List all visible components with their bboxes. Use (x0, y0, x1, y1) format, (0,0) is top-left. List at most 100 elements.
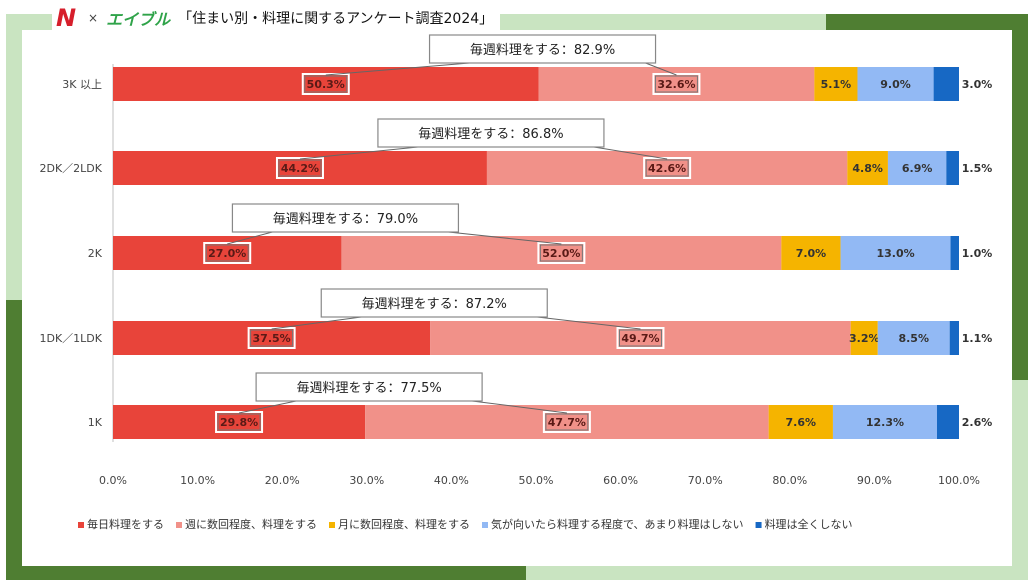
legend-swatch (329, 522, 335, 528)
bar-segment (857, 67, 934, 101)
data-label-box (618, 329, 662, 347)
x-tick-label: 0.0% (99, 474, 127, 487)
bar-segment (486, 151, 848, 185)
data-label-box-outer (643, 157, 692, 179)
frame-light-right (1012, 380, 1028, 580)
bar-segment (365, 405, 769, 439)
legend-swatch (78, 522, 84, 528)
bar-segment (768, 405, 833, 439)
data-label: 3.0% (962, 78, 993, 91)
data-label-box (278, 159, 322, 177)
data-label-box-outer (247, 327, 296, 349)
x-tick-label: 20.0% (265, 474, 300, 487)
collab-x: × (88, 11, 99, 25)
category-label: 1K (88, 416, 103, 429)
data-label: 5.1% (821, 78, 852, 91)
annotation-box (320, 288, 548, 318)
bar-segment (887, 151, 947, 185)
bar-segment (113, 236, 342, 270)
data-label-box (539, 244, 583, 262)
annotation-text: 毎週料理をする：82.9% (470, 42, 615, 58)
bar-segment (840, 236, 951, 270)
data-label: 6.9% (902, 162, 933, 175)
annotation-connector (537, 316, 641, 330)
data-label-box-outer (652, 73, 701, 95)
data-label: 3.2% (849, 332, 880, 345)
data-label: 1.1% (962, 332, 993, 345)
annotation-text: 毎週料理をする：86.8% (418, 126, 563, 142)
data-label-box-outer (542, 411, 591, 433)
data-label: 8.5% (898, 332, 929, 345)
annotation-connector (227, 231, 273, 245)
category-label: 3K 以上 (62, 78, 102, 91)
data-label-box (545, 413, 589, 431)
x-tick-label: 60.0% (603, 474, 638, 487)
data-label-box (205, 244, 249, 262)
data-label: 7.6% (786, 416, 817, 429)
bar-segment (946, 151, 959, 185)
frame-light-bottom (526, 566, 1028, 580)
data-label: 13.0% (876, 247, 914, 260)
bar-segment (113, 321, 431, 355)
data-label: 4.8% (852, 162, 883, 175)
bar-segment (113, 405, 366, 439)
data-label: 27.0% (208, 247, 246, 260)
annotation-connector (472, 400, 567, 414)
header: N × エイブル 「住まい別・料理に関するアンケート調査2024」 (52, 4, 493, 32)
frame-light-topleft (6, 14, 52, 30)
bar-segment (950, 236, 959, 270)
x-tick-label: 50.0% (519, 474, 554, 487)
x-tick-label: 90.0% (857, 474, 892, 487)
category-label: 2DK／2LDK (40, 162, 103, 175)
data-label: 9.0% (880, 78, 911, 91)
data-label-box-outer (537, 242, 586, 264)
data-label-box (645, 159, 689, 177)
bar-segment (933, 67, 959, 101)
legend-swatch (482, 522, 488, 528)
bar-segment (113, 151, 487, 185)
annotation-connector (593, 146, 668, 160)
annotation-text: 毎週料理をする：77.5% (296, 380, 441, 396)
frame-light-left (6, 14, 22, 300)
frame-dark-top (826, 14, 1028, 30)
data-label: 42.6% (648, 162, 686, 175)
legend-swatch (176, 522, 182, 528)
legend-entry: 気が向いたら料理する程度で、あまり料理はしない (491, 517, 744, 531)
brand-n-logo: N (55, 4, 77, 32)
bar-segment (538, 67, 815, 101)
bar-segment (341, 236, 782, 270)
legend-entry: 毎日料理をする (87, 517, 164, 531)
frame-dark-bottom (6, 566, 526, 580)
annotation-connector (299, 146, 418, 160)
data-label: 52.0% (542, 247, 580, 260)
data-label: 12.3% (866, 416, 904, 429)
data-label: 37.5% (253, 332, 291, 345)
annotation-box (377, 118, 605, 148)
brand-able-logo: エイブル (106, 10, 171, 29)
legend-entry: 料理は全くしない (765, 517, 853, 531)
annotation-text: 毎週料理をする：87.2% (362, 296, 507, 312)
bar-segment (781, 236, 841, 270)
data-label-box (304, 75, 348, 93)
bar-segment (113, 67, 539, 101)
data-label-box-outer (616, 327, 665, 349)
data-label-box-outer (203, 242, 252, 264)
category-label: 2K (88, 247, 103, 260)
legend-entry: 週に数回程度、料理をする (185, 517, 317, 531)
x-tick-label: 100.0% (938, 474, 980, 487)
data-label: 1.5% (962, 162, 993, 175)
data-label: 7.0% (796, 247, 827, 260)
bar-segment (937, 405, 959, 439)
annotation-connector (238, 400, 297, 414)
bar-segment (877, 321, 950, 355)
x-tick-label: 40.0% (434, 474, 469, 487)
data-label-box (250, 329, 294, 347)
annotation-connector (645, 62, 677, 76)
annotation-box (231, 203, 460, 233)
annotation-connector (271, 316, 362, 330)
data-label-box-outer (275, 157, 324, 179)
data-label: 50.3% (307, 78, 345, 91)
bar-segment (949, 321, 959, 355)
